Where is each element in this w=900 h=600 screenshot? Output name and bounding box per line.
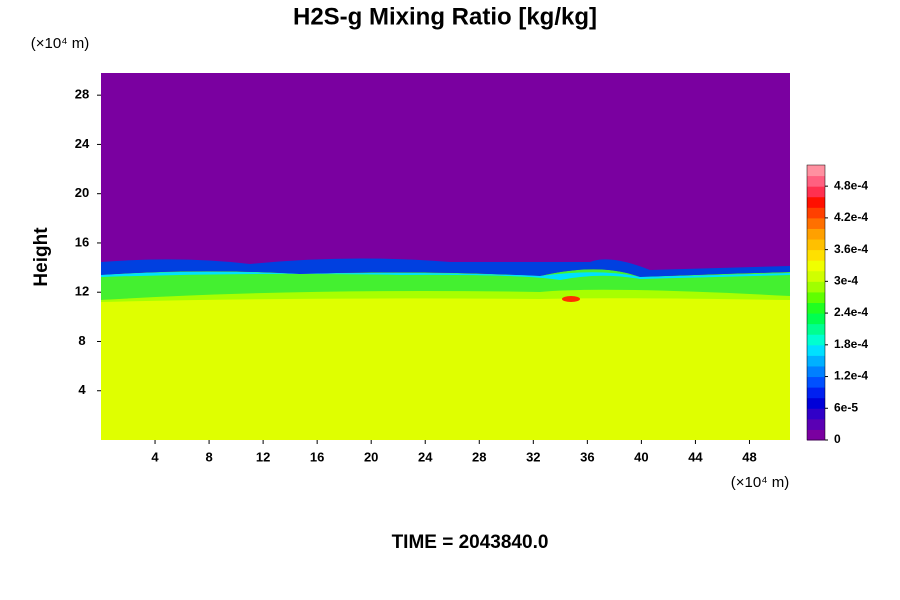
y-tick-label: 20 xyxy=(75,185,89,200)
colorbar-band xyxy=(807,260,825,272)
colorbar-tick-label: 2.4e-4 xyxy=(834,305,868,319)
colorbar-frame xyxy=(806,164,826,441)
colorbar-band xyxy=(807,291,825,303)
colorbar-band xyxy=(807,376,825,388)
colorbar-band xyxy=(807,418,825,430)
chart-title: H2S-g Mixing Ratio [kg/kg] xyxy=(293,3,597,30)
colorbar-band xyxy=(807,365,825,378)
colorbar-band xyxy=(807,217,825,229)
x-tick-label: 24 xyxy=(418,449,433,464)
x-tick-label: 8 xyxy=(205,449,212,464)
colorbar-band xyxy=(807,270,825,282)
field xyxy=(101,73,790,440)
colorbar: 0 6e-5 1.2e-4 1.8e-4 2.4e-4 3e-4 3.6e-4 4.2e-4 4… xyxy=(806,164,868,446)
colorbar-tick-label: 3.6e-4 xyxy=(834,242,868,256)
colorbar-band xyxy=(807,186,825,198)
x-tick-label: 28 xyxy=(472,449,486,464)
colorbar-band xyxy=(807,165,825,177)
colorbar-band xyxy=(807,228,825,240)
x-tick-label: 36 xyxy=(580,449,594,464)
colorbar-tick-label: 4.8e-4 xyxy=(834,178,868,192)
x-tick-label: 40 xyxy=(634,449,648,464)
y-tick-label: 8 xyxy=(78,333,85,348)
colorbar-band xyxy=(807,196,825,208)
colorbar-band xyxy=(807,323,825,335)
colorbar-band xyxy=(807,429,825,441)
field-region xyxy=(562,296,580,302)
field-region xyxy=(101,271,790,280)
colorbar-tick-label: 3e-4 xyxy=(834,274,858,288)
x-tick-label: 4 xyxy=(151,449,159,464)
colorbar-band xyxy=(807,344,825,356)
y-unit: (×10⁴ m) xyxy=(31,35,90,52)
x-unit: (×10⁴ m) xyxy=(731,474,790,491)
x-tick-label: 20 xyxy=(364,449,378,464)
field-region xyxy=(101,258,790,277)
colorbar-tick-label: 4.2e-4 xyxy=(834,210,868,224)
y-tick-label: 12 xyxy=(75,284,89,299)
colorbar-band xyxy=(807,355,825,367)
field-region xyxy=(101,297,790,440)
colorbar-tick-label: 1.2e-4 xyxy=(834,369,868,383)
colorbar-band xyxy=(807,207,825,219)
colorbar-tick-label: 1.8e-4 xyxy=(834,337,868,351)
y-tick-label: 16 xyxy=(75,234,89,249)
colorbar-tick-label: 0 xyxy=(834,432,841,446)
colorbar-band xyxy=(807,408,825,420)
field-region xyxy=(101,289,790,302)
colorbar-band xyxy=(807,175,825,187)
y-tick-label: 28 xyxy=(75,87,89,102)
colorbar-band xyxy=(807,387,825,399)
footer: TIME = 2043840.0 xyxy=(392,532,549,553)
x-tick-label: 16 xyxy=(310,449,324,464)
colorbar-band xyxy=(807,313,825,325)
colorbar-band xyxy=(807,397,825,409)
colorbar-band xyxy=(807,302,825,314)
colorbar-band xyxy=(807,249,825,261)
colorbar-band xyxy=(807,334,825,346)
y-axis-label: Height xyxy=(31,227,52,287)
colorbar-band xyxy=(807,281,825,293)
x-tick-label: 48 xyxy=(742,449,756,464)
x-tick-label: 44 xyxy=(688,449,703,464)
y-tick-label: 4 xyxy=(78,382,86,397)
colorbar-tick-label: 6e-5 xyxy=(834,400,858,414)
y-tick-label: 24 xyxy=(75,136,90,151)
x-tick-label: 32 xyxy=(526,449,540,464)
colorbar-band xyxy=(807,239,825,251)
x-tick-label: 12 xyxy=(256,449,270,464)
